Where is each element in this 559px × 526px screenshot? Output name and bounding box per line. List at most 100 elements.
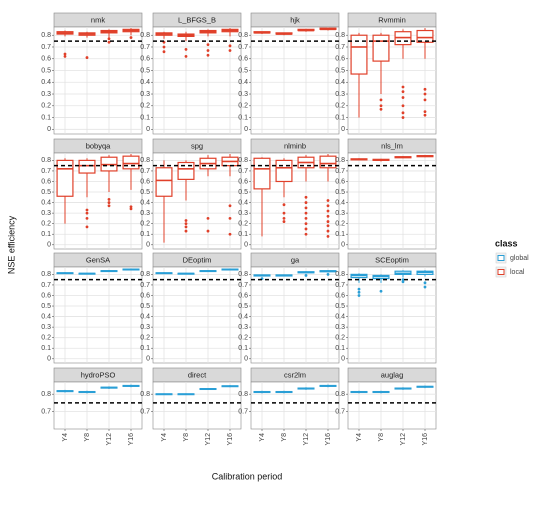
panel-title: nls_lm bbox=[381, 141, 403, 150]
outlier bbox=[129, 205, 133, 209]
box bbox=[416, 29, 434, 43]
y-tick-label: 0.2 bbox=[238, 335, 248, 342]
y-tick-label: 0.8 bbox=[335, 32, 345, 39]
panel bbox=[152, 266, 242, 364]
outlier bbox=[357, 287, 361, 291]
y-tick-label: 0 bbox=[244, 356, 248, 363]
box bbox=[275, 159, 293, 183]
outlier bbox=[184, 219, 188, 222]
y-tick-label: 0 bbox=[47, 356, 51, 363]
panel-title: direct bbox=[188, 370, 207, 379]
y-tick-label: 0.7 bbox=[238, 44, 248, 51]
y-tick-label: 0.2 bbox=[335, 103, 345, 110]
y-tick-label: 0.7 bbox=[41, 408, 51, 415]
outlier bbox=[401, 111, 405, 115]
outlier bbox=[184, 54, 188, 58]
y-tick-label: 0.3 bbox=[140, 91, 150, 98]
y-tick-label: 0.7 bbox=[41, 168, 51, 175]
y-tick-label: 0.1 bbox=[140, 345, 150, 352]
outlier bbox=[304, 222, 308, 226]
outlier bbox=[326, 214, 330, 218]
outlier bbox=[85, 225, 89, 229]
panel-title: bobyqa bbox=[86, 141, 111, 150]
legend-title: class bbox=[495, 238, 518, 248]
y-tick-label: 0.5 bbox=[335, 303, 345, 310]
outlier bbox=[379, 289, 383, 293]
y-tick-label: 0.2 bbox=[335, 221, 345, 228]
y-tick-label: 0.1 bbox=[335, 114, 345, 121]
box bbox=[350, 34, 368, 75]
y-tick-label: 0.7 bbox=[335, 168, 345, 175]
outlier bbox=[379, 104, 383, 108]
y-tick-label: 0.8 bbox=[335, 271, 345, 278]
y-tick-label: 0.8 bbox=[335, 391, 345, 398]
outlier bbox=[357, 290, 361, 294]
y-tick-label: 0.5 bbox=[140, 189, 150, 196]
box bbox=[372, 34, 390, 62]
outlier bbox=[184, 47, 188, 51]
panel bbox=[250, 26, 340, 135]
outlier bbox=[401, 90, 405, 94]
x-tick-label: Y8 bbox=[183, 433, 190, 442]
y-tick-label: 0.5 bbox=[238, 189, 248, 196]
outlier bbox=[379, 107, 383, 111]
outlier bbox=[206, 49, 210, 52]
box bbox=[122, 155, 140, 170]
outlier bbox=[401, 96, 405, 99]
y-tick-label: 0.8 bbox=[140, 271, 150, 278]
outlier bbox=[326, 224, 330, 228]
y-tick-label: 0.4 bbox=[41, 313, 51, 320]
y-tick-label: 0.8 bbox=[41, 157, 51, 164]
outlier bbox=[85, 56, 89, 59]
outlier bbox=[401, 278, 405, 282]
outlier bbox=[357, 294, 361, 297]
y-tick-label: 0.6 bbox=[140, 292, 150, 299]
y-tick-label: 0.7 bbox=[238, 408, 248, 415]
panel bbox=[152, 26, 242, 135]
outlier bbox=[423, 98, 427, 102]
y-tick-label: 0.6 bbox=[140, 178, 150, 185]
legend-label: global bbox=[510, 255, 529, 262]
outlier bbox=[228, 49, 232, 52]
y-tick-label: 0.7 bbox=[140, 408, 150, 415]
y-tick-label: 0.4 bbox=[335, 313, 345, 320]
y-tick-label: 0.5 bbox=[238, 67, 248, 74]
legend-key bbox=[497, 255, 505, 261]
y-tick-label: 0.2 bbox=[140, 103, 150, 110]
y-tick-label: 0.2 bbox=[41, 103, 51, 110]
panel bbox=[152, 381, 242, 430]
outlier bbox=[162, 45, 166, 49]
y-tick-label: 0.7 bbox=[41, 282, 51, 289]
x-tick-label: Y4 bbox=[161, 433, 168, 442]
y-tick-label: 0.4 bbox=[41, 79, 51, 86]
y-tick-label: 0.5 bbox=[41, 67, 51, 74]
y-tick-label: 0.5 bbox=[335, 189, 345, 196]
outlier bbox=[326, 234, 330, 238]
panel-title: GenSA bbox=[86, 255, 110, 264]
y-tick-label: 0.7 bbox=[335, 408, 345, 415]
outlier bbox=[184, 222, 188, 226]
y-tick-label: 0.6 bbox=[238, 292, 248, 299]
y-tick-label: 0.5 bbox=[140, 67, 150, 74]
outlier bbox=[63, 52, 67, 56]
y-tick-label: 0.6 bbox=[41, 56, 51, 63]
x-tick-label: Y12 bbox=[400, 433, 407, 446]
outlier bbox=[282, 217, 286, 220]
y-tick-label: 0 bbox=[341, 126, 345, 133]
outlier bbox=[304, 195, 308, 199]
x-tick-label: Y8 bbox=[378, 433, 385, 442]
outlier bbox=[85, 217, 89, 220]
y-tick-label: 0.3 bbox=[41, 324, 51, 331]
outlier bbox=[423, 113, 427, 117]
y-tick-label: 0 bbox=[244, 242, 248, 249]
x-tick-label: Y12 bbox=[303, 433, 310, 446]
panel-title: Rvmmin bbox=[378, 15, 406, 24]
y-tick-label: 0.3 bbox=[41, 91, 51, 98]
y-tick-label: 0.1 bbox=[238, 114, 248, 121]
outlier bbox=[228, 217, 232, 220]
y-tick-label: 0.4 bbox=[238, 199, 248, 206]
y-tick-label: 0.3 bbox=[335, 324, 345, 331]
y-tick-label: 0.1 bbox=[41, 231, 51, 238]
